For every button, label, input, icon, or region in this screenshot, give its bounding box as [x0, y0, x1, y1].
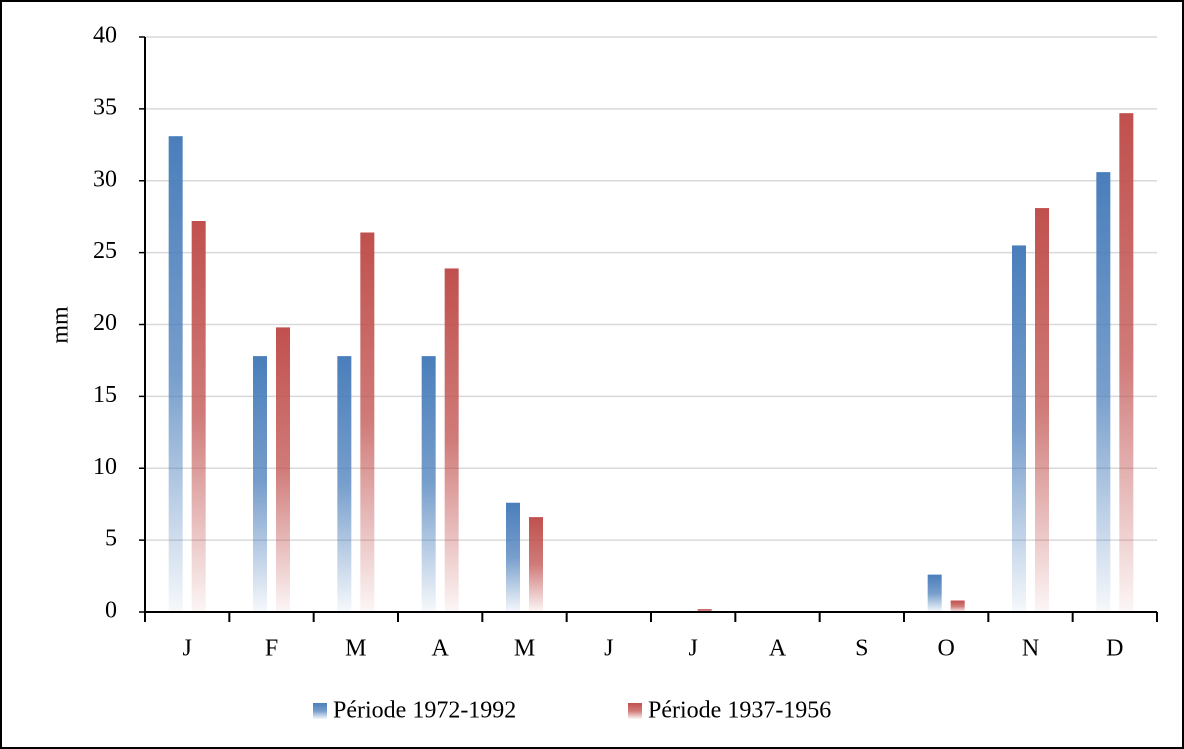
- bar: [1035, 208, 1049, 612]
- x-tick-label: J: [604, 636, 613, 662]
- y-tick-label: 0: [105, 598, 117, 624]
- bar: [337, 356, 352, 612]
- y-tick-label: 15: [93, 382, 117, 408]
- legend-label: Période 1972-1992: [333, 698, 516, 724]
- legend-label: Période 1937-1956: [648, 698, 831, 724]
- bar: [253, 356, 267, 612]
- y-tick-label: 35: [93, 94, 117, 120]
- x-tick-label: M: [345, 636, 366, 662]
- x-tick-label: A: [769, 636, 787, 662]
- x-tick-label: S: [855, 636, 868, 662]
- y-axis-label: mm: [48, 306, 74, 344]
- y-tick-label: 5: [105, 526, 117, 552]
- y-tick-label: 40: [93, 23, 117, 49]
- x-tick-label: J: [182, 636, 191, 662]
- bar: [444, 268, 459, 612]
- x-tick-label: N: [1022, 636, 1039, 662]
- y-tick-label: 20: [93, 310, 117, 336]
- x-tick-label: J: [688, 636, 697, 662]
- bar: [506, 502, 520, 612]
- bar: [697, 609, 712, 612]
- legend-swatch: [628, 703, 642, 719]
- x-tick-label: F: [265, 636, 278, 662]
- x-tick-label: A: [431, 636, 449, 662]
- bar: [360, 232, 375, 612]
- x-tick-label: O: [937, 636, 954, 662]
- bar: [1096, 172, 1111, 612]
- x-tick-label: D: [1106, 636, 1123, 662]
- bar: [950, 600, 965, 612]
- x-tick-label: M: [514, 636, 535, 662]
- bar: [168, 136, 183, 612]
- bar: [276, 327, 290, 612]
- y-tick-label: 25: [93, 238, 117, 264]
- y-tick-label: 30: [93, 166, 117, 192]
- legend-swatch: [313, 703, 327, 719]
- bar: [421, 356, 436, 612]
- bar: [191, 221, 206, 612]
- bar: [927, 574, 942, 612]
- bar: [529, 517, 543, 612]
- bar: [1012, 245, 1026, 612]
- y-tick-label: 10: [93, 454, 117, 480]
- bar: [1119, 113, 1134, 612]
